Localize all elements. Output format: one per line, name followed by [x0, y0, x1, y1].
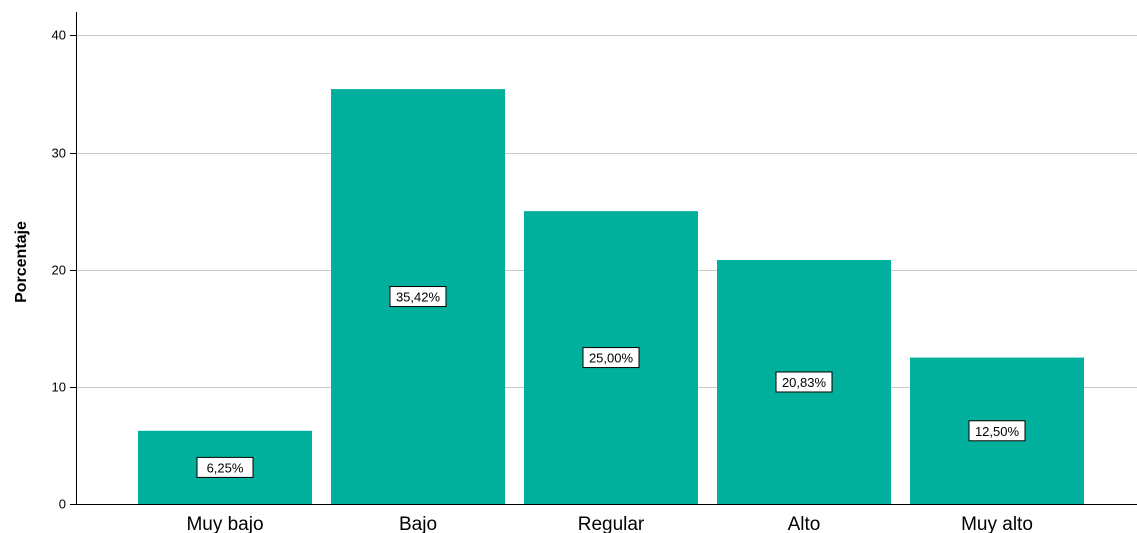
label-layer: 6,25% Muy bajo 35,42% Bajo 25,00% Regular 20,8…: [186, 286, 1033, 533]
y-axis-title: Porcentaje: [13, 221, 30, 303]
data-label: 12,50%: [968, 420, 1026, 442]
axis-layer: 0 10 20 30 40: [52, 12, 1137, 512]
data-label-box: [582, 347, 640, 369]
data-label: 20,83%: [775, 371, 833, 393]
x-tick-label: Muy bajo: [186, 514, 263, 533]
data-label-box: [968, 420, 1026, 442]
y-tick-label: 10: [52, 380, 66, 395]
x-tick-label: Regular: [578, 514, 645, 533]
x-tick-label: Alto: [788, 514, 821, 533]
y-tick-label: 0: [59, 497, 66, 512]
y-tick-label: 40: [52, 28, 66, 43]
y-tick-label: 30: [52, 146, 66, 161]
data-label: 35,42%: [389, 286, 447, 308]
data-label-text: 12,50%: [975, 424, 1020, 439]
y-tick-label: 20: [52, 263, 66, 278]
data-label-text: 25,00%: [589, 351, 634, 366]
data-label-box: [196, 456, 254, 478]
x-tick-label: Bajo: [399, 514, 437, 533]
data-label-box: [389, 286, 447, 308]
data-label-text: 35,42%: [396, 290, 441, 305]
data-label: 25,00%: [582, 347, 640, 369]
bar-layer: [138, 89, 1084, 504]
x-tick-label: Muy alto: [961, 514, 1033, 533]
data-label-box: [775, 371, 833, 393]
data-label: 6,25%: [196, 456, 254, 478]
data-label-text: 6,25%: [207, 460, 244, 475]
data-label-text: 20,83%: [782, 375, 827, 390]
